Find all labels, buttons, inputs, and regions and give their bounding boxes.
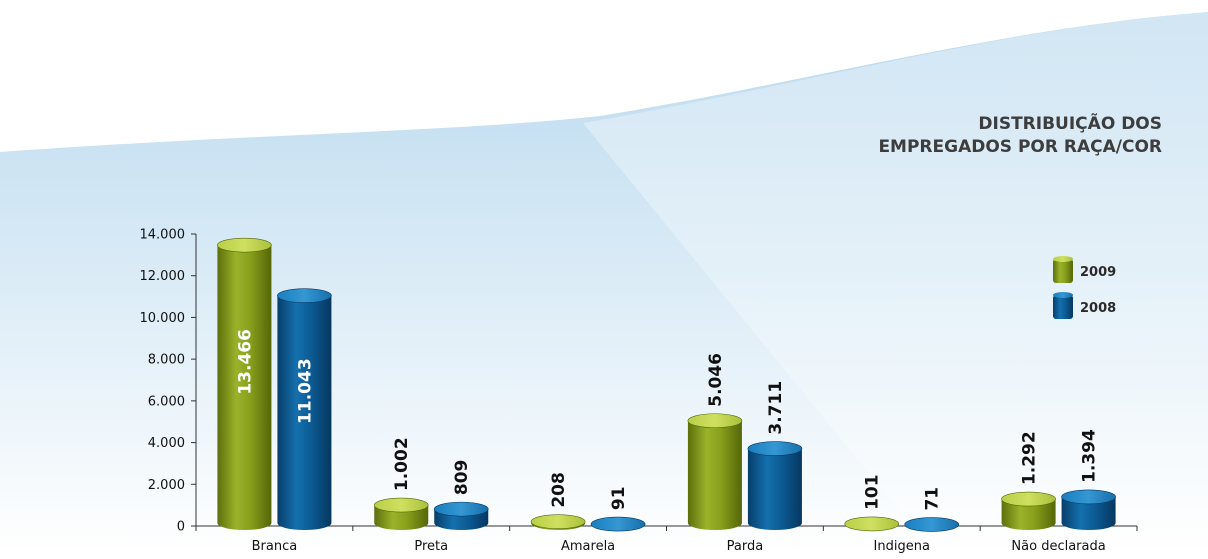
y-tick-label: 4.000 xyxy=(148,436,185,451)
bar-value-label: 1.394 xyxy=(1080,429,1100,483)
bar-2008-branca: 11.043 xyxy=(277,288,332,530)
bar-2009-parda: 5.046 xyxy=(687,353,743,530)
legend: 2009 2008 xyxy=(1053,256,1116,319)
bar-value-label: 208 xyxy=(549,472,569,508)
bar-value-label: 91 xyxy=(609,486,629,510)
bar-value-label: 101 xyxy=(863,474,883,510)
legend-label: 2008 xyxy=(1080,301,1116,316)
legend-label: 2009 xyxy=(1080,265,1116,280)
y-tick-label: 8.000 xyxy=(148,353,185,368)
bars: 13.466 11.043 1.002 809 208 91 5.046 3.711 101 71… xyxy=(217,237,1116,532)
chart-title: DISTRIBUIÇÃO DOS EMPREGADOS POR RAÇA/COR xyxy=(878,111,1162,157)
bar-cap xyxy=(1001,491,1056,507)
bar-cap xyxy=(904,517,960,532)
bar-cap xyxy=(1061,489,1116,505)
bar-2009-preta: 1.002 xyxy=(373,437,429,530)
bar-value-label: 1.002 xyxy=(392,437,412,491)
y-ticks: 0 2.000 4.000 6.000 8.000 10.000 12.000 14.000 xyxy=(140,228,1138,535)
bar-2008-parda: 3.711 xyxy=(747,381,803,530)
background-wave-highlight xyxy=(583,12,1208,554)
bar-body xyxy=(747,448,802,530)
bar-value-label: 13.466 xyxy=(235,329,255,395)
x-tick-label: Amarela xyxy=(561,539,615,554)
bar-cap xyxy=(373,497,429,513)
bar-cap xyxy=(217,237,272,253)
x-tick-label: Indigena xyxy=(874,539,930,554)
bar-body xyxy=(1061,496,1116,530)
bar-body xyxy=(277,295,332,530)
bar-value-label: 809 xyxy=(452,460,472,496)
bar-2008-preta: 809 xyxy=(433,460,489,530)
bar-2008-não-declarada: 1.394 xyxy=(1061,429,1116,530)
bar-2009-indigena: 101 xyxy=(844,474,900,532)
bar-cap xyxy=(844,516,900,532)
bar-cap xyxy=(687,413,743,429)
x-tick-label: Preta xyxy=(414,539,448,554)
bar-body xyxy=(687,420,742,530)
y-tick-label: 6.000 xyxy=(148,394,185,409)
legend-swatch-2009 xyxy=(1053,256,1073,283)
bar-cap xyxy=(530,514,586,529)
x-tick-label: Branca xyxy=(252,539,298,554)
bar-2008-indigena: 71 xyxy=(904,487,960,532)
bar-cap xyxy=(433,501,489,517)
bar-body xyxy=(1001,499,1056,530)
category-labels: Branca Preta Amarela Parda Indigena Não decla… xyxy=(252,539,1106,554)
y-tick-label: 12.000 xyxy=(140,269,186,284)
bar-cap xyxy=(747,441,803,456)
y-tick-label: 0 xyxy=(177,520,185,535)
bar-value-label: 11.043 xyxy=(295,358,315,424)
bar-2008-amarela: 91 xyxy=(590,486,646,532)
y-tick-label: 2.000 xyxy=(148,478,185,493)
bar-value-label: 5.046 xyxy=(706,353,726,407)
y-tick-label: 10.000 xyxy=(140,311,186,326)
bar-2009-amarela: 208 xyxy=(530,472,586,530)
x-tick-label: Parda xyxy=(727,539,764,554)
bar-value-label: 1.292 xyxy=(1020,431,1040,485)
bar-cap xyxy=(590,516,646,532)
bar-cap xyxy=(277,288,332,303)
bar-body xyxy=(217,245,272,531)
bar-2009-branca: 13.466 xyxy=(217,237,272,531)
x-tick-label: Não declarada xyxy=(1011,539,1105,554)
bar-value-label: 3.711 xyxy=(766,381,786,435)
y-tick-label: 14.000 xyxy=(140,228,186,243)
legend-swatch-2008 xyxy=(1053,292,1073,319)
bar-value-label: 71 xyxy=(923,487,943,511)
bar-2009-não-declarada: 1.292 xyxy=(1001,431,1056,530)
